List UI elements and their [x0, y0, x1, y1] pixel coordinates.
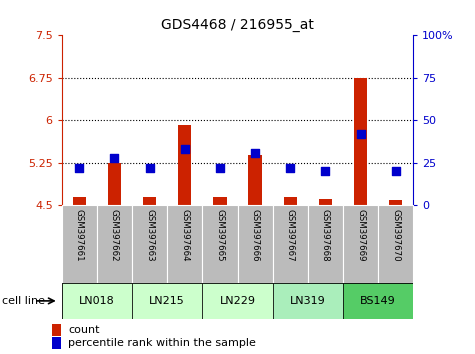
Text: GSM397661: GSM397661: [75, 209, 84, 262]
Text: LN215: LN215: [149, 296, 185, 306]
Bar: [202, 283, 273, 319]
Bar: [308, 205, 343, 283]
Text: GSM397664: GSM397664: [180, 209, 189, 262]
Bar: [97, 205, 132, 283]
Bar: [248, 155, 262, 205]
Point: [181, 147, 189, 152]
Text: LN018: LN018: [79, 296, 115, 306]
Text: GSM397666: GSM397666: [251, 209, 259, 262]
Bar: [273, 283, 343, 319]
Bar: [52, 324, 61, 336]
Bar: [108, 164, 121, 205]
Bar: [132, 283, 202, 319]
Point: [111, 155, 118, 161]
Text: GSM397669: GSM397669: [356, 209, 365, 262]
Text: BS149: BS149: [360, 296, 396, 306]
Text: LN229: LN229: [219, 296, 256, 306]
Bar: [62, 283, 132, 319]
Bar: [343, 205, 378, 283]
Point: [322, 169, 329, 174]
Point: [146, 165, 153, 171]
Bar: [378, 205, 413, 283]
Point: [251, 150, 259, 155]
Bar: [167, 205, 202, 283]
Bar: [284, 197, 297, 205]
Bar: [273, 205, 308, 283]
Point: [216, 165, 224, 171]
Bar: [202, 205, 238, 283]
Text: GSM397667: GSM397667: [286, 209, 294, 262]
Bar: [213, 197, 227, 205]
Text: GSM397665: GSM397665: [216, 209, 224, 262]
Text: count: count: [68, 325, 100, 335]
Text: cell line: cell line: [2, 296, 46, 306]
Point: [76, 165, 83, 171]
Point: [286, 165, 294, 171]
Point: [357, 131, 364, 137]
Bar: [389, 200, 402, 205]
Bar: [178, 125, 191, 205]
Bar: [238, 205, 273, 283]
Text: GSM397662: GSM397662: [110, 209, 119, 262]
Bar: [343, 283, 413, 319]
Bar: [319, 199, 332, 205]
Text: GSM397670: GSM397670: [391, 209, 400, 262]
Text: GSM397668: GSM397668: [321, 209, 330, 262]
Bar: [73, 197, 86, 205]
Title: GDS4468 / 216955_at: GDS4468 / 216955_at: [161, 18, 314, 32]
Bar: [354, 78, 367, 205]
Point: [392, 169, 399, 174]
Text: GSM397663: GSM397663: [145, 209, 154, 262]
Bar: [132, 205, 167, 283]
Bar: [143, 197, 156, 205]
Text: LN319: LN319: [290, 296, 326, 306]
Text: percentile rank within the sample: percentile rank within the sample: [68, 338, 256, 348]
Bar: [52, 337, 61, 349]
Bar: [62, 205, 97, 283]
